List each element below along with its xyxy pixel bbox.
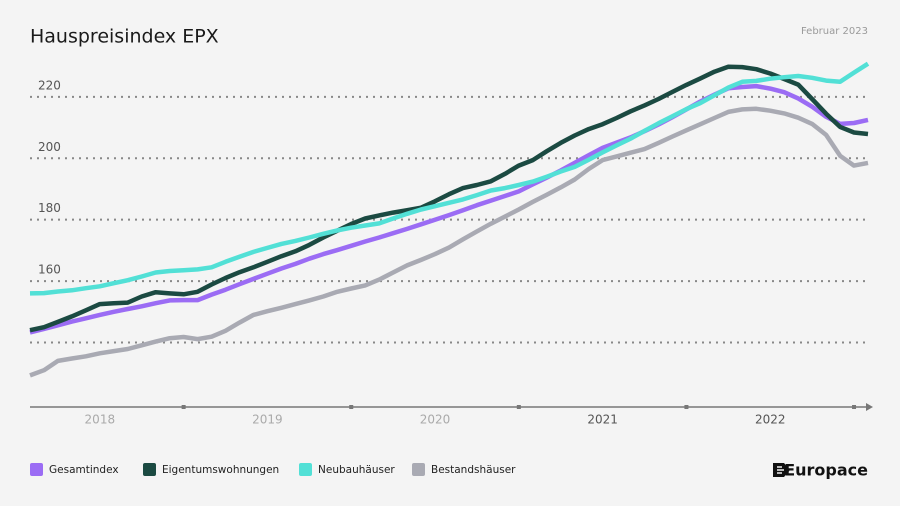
x-tick-mark bbox=[852, 405, 857, 409]
x-tick-mark bbox=[181, 405, 186, 409]
x-tick-mark bbox=[349, 405, 354, 409]
y-tick-label: 200 bbox=[38, 140, 61, 154]
legend-swatch bbox=[412, 463, 425, 476]
x-tick-mark bbox=[516, 405, 521, 409]
x-axis-arrow bbox=[866, 403, 873, 411]
legend-swatch bbox=[143, 463, 156, 476]
series-line bbox=[29, 64, 869, 333]
x-tick-label: 2021 bbox=[587, 413, 618, 427]
y-tick-label: 220 bbox=[38, 78, 61, 92]
legend-swatch bbox=[30, 463, 43, 476]
y-tick-label: 180 bbox=[38, 201, 61, 215]
legend-label: Bestandshäuser bbox=[431, 464, 516, 476]
legend-label: Gesamtindex bbox=[49, 464, 119, 476]
series-line bbox=[29, 106, 869, 378]
legend: Gesamtindex Eigentumswohnungen Neubauhäuse… bbox=[30, 463, 516, 476]
x-tick-label: 2019 bbox=[252, 413, 283, 427]
x-tick-label: 2022 bbox=[755, 413, 786, 427]
y-tick-label: 160 bbox=[38, 263, 61, 277]
legend-label: Neubauhäuser bbox=[318, 464, 395, 476]
x-tick-label: 2020 bbox=[420, 413, 451, 427]
lines bbox=[29, 61, 870, 378]
legend-label: Eigentumswohnungen bbox=[162, 464, 279, 476]
chart-title: Hauspreisindex EPX bbox=[30, 26, 219, 48]
chart-subtitle: Februar 2023 bbox=[801, 26, 868, 37]
series-line bbox=[29, 61, 870, 296]
brand: Europace bbox=[773, 461, 868, 480]
x-axis: 2018 2019 2020 2021 2022 bbox=[30, 403, 873, 427]
brand-name: Europace bbox=[784, 461, 868, 480]
brand-icon-detail bbox=[777, 466, 784, 474]
x-tick-label: 2018 bbox=[85, 413, 116, 427]
grid: 160 180 200 220 bbox=[30, 78, 868, 344]
legend-swatch bbox=[299, 463, 312, 476]
x-tick-mark bbox=[684, 405, 689, 409]
